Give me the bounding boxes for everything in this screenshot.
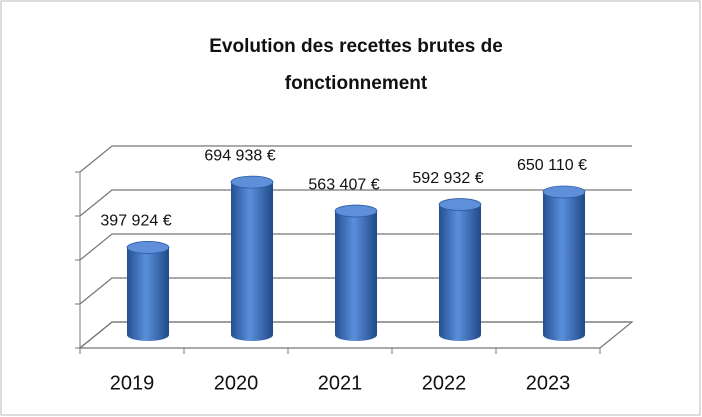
- chart-title: Evolution des recettes brutes de: [209, 36, 503, 57]
- bar: [334, 204, 378, 341]
- bar: [438, 198, 482, 341]
- x-tick-label: 2022: [422, 372, 467, 394]
- x-tick-label: 2019: [110, 372, 155, 394]
- grid-line: [79, 189, 632, 217]
- bar: [542, 185, 586, 341]
- chart-title: fonctionnement: [285, 73, 428, 94]
- data-label: 694 938 €: [204, 147, 275, 164]
- floor: [78, 321, 634, 349]
- bar: [126, 241, 170, 341]
- grid-line: [79, 145, 632, 173]
- x-tick-label: 2021: [318, 372, 363, 394]
- data-label: 563 407 €: [308, 176, 379, 193]
- x-tick-label: 2020: [214, 372, 259, 394]
- data-label: 397 924 €: [100, 213, 171, 230]
- data-label: 650 110 €: [517, 157, 587, 174]
- data-label: 592 932 €: [412, 170, 483, 187]
- x-tick-label: 2023: [526, 372, 571, 394]
- bar: [230, 175, 274, 341]
